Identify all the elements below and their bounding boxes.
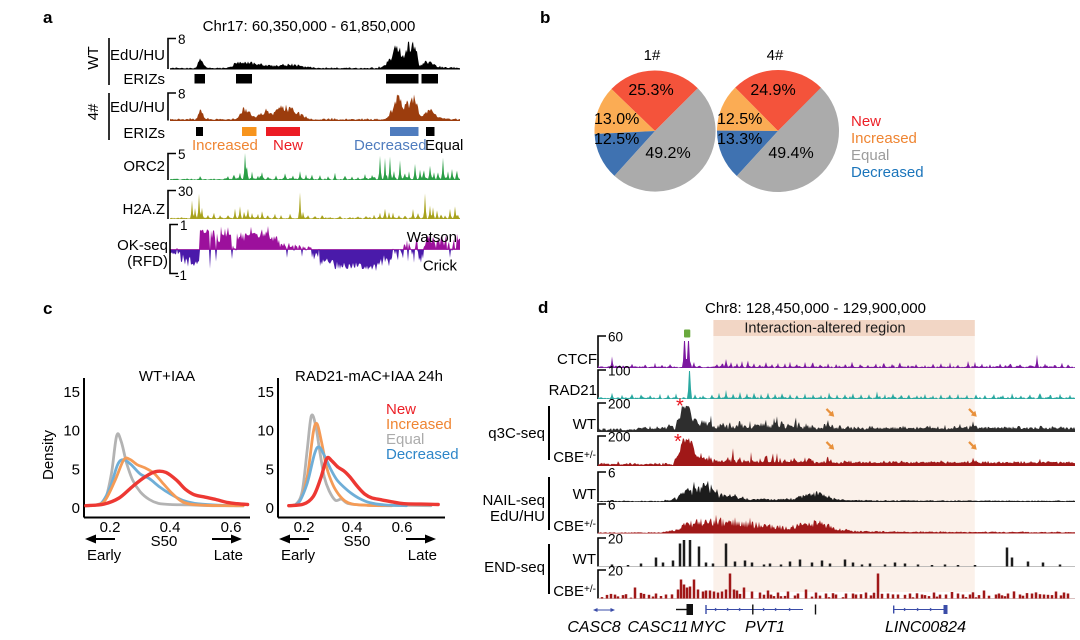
svg-text:30: 30 [178,184,193,199]
svg-text:Decreased: Decreased [354,137,427,154]
svg-text:S50: S50 [151,533,178,550]
svg-text:WT: WT [573,551,596,568]
svg-text:c: c [43,299,52,318]
svg-text:10: 10 [257,423,274,440]
svg-text:1: 1 [180,218,188,233]
svg-text:END-seq: END-seq [484,559,545,576]
svg-text:8: 8 [178,32,186,47]
svg-text:49.2%: 49.2% [645,145,690,162]
svg-text:WT: WT [573,416,596,433]
svg-text:Decreased: Decreased [386,446,459,463]
svg-text:60: 60 [608,330,623,345]
svg-text:12.5%: 12.5% [594,131,639,148]
svg-text:200: 200 [608,397,631,412]
svg-text:49.4%: 49.4% [768,145,813,162]
svg-text:0.4: 0.4 [160,519,181,536]
svg-text:d: d [538,298,548,317]
svg-text:8: 8 [178,87,186,102]
svg-text:WT+IAA: WT+IAA [139,368,195,385]
svg-text:Density: Density [40,429,57,480]
svg-text:24.9%: 24.9% [750,82,795,99]
svg-text:Early: Early [87,547,122,564]
svg-text:Increased: Increased [386,416,452,433]
svg-text:20: 20 [608,564,623,579]
svg-text:0.2: 0.2 [100,519,121,536]
svg-text:EdU/HU: EdU/HU [110,47,165,64]
svg-text:6: 6 [608,466,616,481]
svg-text:EdU/HU: EdU/HU [490,508,545,525]
svg-text:6: 6 [608,498,616,513]
svg-text:Equal: Equal [425,137,463,154]
svg-text:CASC11: CASC11 [627,619,688,636]
svg-text:200: 200 [608,430,631,445]
svg-text:*: * [676,396,684,418]
svg-text:H2A.Z: H2A.Z [122,201,165,218]
svg-text:WT: WT [85,46,102,69]
svg-text:b: b [540,8,550,27]
svg-text:5: 5 [178,147,186,162]
svg-text:0.2: 0.2 [294,519,315,536]
svg-text:Decreased: Decreased [851,164,924,181]
svg-text:12.5%: 12.5% [717,111,762,128]
svg-text:New: New [851,113,881,130]
svg-text:Crick: Crick [423,258,458,275]
svg-text:0.6: 0.6 [392,519,413,536]
svg-text:0.6: 0.6 [221,519,242,536]
svg-text:OK-seq: OK-seq [117,237,168,254]
svg-text:ERIZs: ERIZs [123,125,165,142]
svg-text:ORC2: ORC2 [123,158,165,175]
svg-text:Chr8: 128,450,000 - 129,900,00: Chr8: 128,450,000 - 129,900,000 [705,300,926,317]
svg-text:4#: 4# [85,103,102,120]
svg-text:WT: WT [573,486,596,503]
svg-text:1#: 1# [644,47,661,64]
svg-text:10: 10 [63,423,80,440]
svg-text:(RFD): (RFD) [127,253,168,270]
svg-text:a: a [43,8,53,27]
svg-text:5: 5 [266,461,274,478]
svg-text:0: 0 [72,500,80,517]
svg-text:Equal: Equal [386,431,424,448]
svg-text:5: 5 [72,461,80,478]
svg-text:Early: Early [281,547,316,564]
svg-text:Chr17: 60,350,000 - 61,850,000: Chr17: 60,350,000 - 61,850,000 [203,18,416,35]
svg-text:Late: Late [408,547,437,564]
svg-text:Watson: Watson [407,229,457,246]
svg-text:NAIL-seq: NAIL-seq [482,492,545,509]
svg-text:RAD21: RAD21 [549,382,597,399]
svg-text:EdU/HU: EdU/HU [110,99,165,116]
svg-text:15: 15 [63,384,80,401]
svg-text:13.3%: 13.3% [717,131,762,148]
svg-text:MYC: MYC [690,619,726,636]
svg-text:100: 100 [608,364,631,379]
svg-text:4#: 4# [767,47,784,64]
svg-text:25.3%: 25.3% [628,82,673,99]
svg-text:-1: -1 [175,268,187,283]
svg-text:PVT1: PVT1 [745,619,785,636]
svg-text:0: 0 [266,500,274,517]
svg-text:Increased: Increased [192,137,258,154]
svg-text:CASC8: CASC8 [567,619,620,636]
svg-text:New: New [386,401,416,418]
svg-text:ERIZs: ERIZs [123,71,165,88]
svg-text:Late: Late [214,547,243,564]
svg-text:15: 15 [257,384,274,401]
svg-text:Interaction-altered region: Interaction-altered region [744,321,905,337]
svg-text:20: 20 [608,532,623,547]
svg-text:Equal: Equal [851,147,889,164]
svg-text:Increased: Increased [851,130,917,147]
svg-text:LINC00824: LINC00824 [885,619,966,636]
svg-text:q3C-seq: q3C-seq [488,425,545,442]
svg-text:*: * [674,431,682,453]
svg-text:0.4: 0.4 [342,519,363,536]
svg-text:New: New [273,137,303,154]
svg-text:13.0%: 13.0% [594,111,639,128]
svg-text:CTCF: CTCF [557,351,597,368]
svg-text:RAD21-mAC+IAA 24h: RAD21-mAC+IAA 24h [295,368,443,385]
svg-text:S50: S50 [344,533,371,550]
